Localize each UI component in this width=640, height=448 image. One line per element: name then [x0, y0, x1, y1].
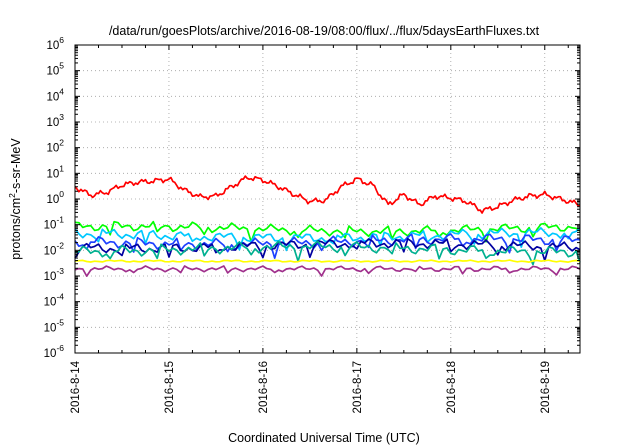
y-tick-label-base: 10 — [44, 271, 57, 283]
y-tick-label: 103 — [46, 112, 64, 129]
y-tick-label-exp: -3 — [56, 266, 64, 276]
x-tick-label: 2016-8-18 — [446, 361, 458, 413]
y-tick-label-exp: 0 — [59, 189, 64, 199]
y-tick-label-base: 10 — [46, 40, 59, 52]
y-tick-label-base: 10 — [44, 220, 57, 232]
y-tick-label: 10-3 — [44, 266, 65, 283]
y-tick-label-exp: -2 — [56, 240, 64, 250]
y-axis-title-post: -s-sr-MeV — [9, 138, 23, 194]
y-tick-label-base: 10 — [46, 117, 59, 129]
y-axis-title: protons/cm2-s-sr-MeV — [7, 138, 23, 260]
y-tick-label: 101 — [46, 163, 64, 180]
y-tick-label-exp: 5 — [59, 61, 64, 71]
y-tick-label-exp: 4 — [59, 86, 64, 96]
x-tick-label: 2016-8-15 — [164, 361, 176, 413]
y-tick-label: 104 — [46, 86, 64, 103]
y-tick-label-exp: -4 — [56, 292, 64, 302]
y-axis-title-sup: 2 — [7, 193, 17, 198]
series-line-2 — [74, 220, 581, 243]
y-tick-label-base: 10 — [46, 91, 59, 103]
series-line-1 — [74, 175, 581, 214]
y-tick-label: 10-6 — [44, 343, 65, 360]
y-tick-label-exp: -5 — [56, 317, 64, 327]
series-line-8 — [74, 265, 581, 277]
y-tick-label: 10-5 — [44, 317, 65, 334]
y-tick-label: 10-2 — [44, 240, 65, 257]
series-line-6 — [74, 240, 581, 266]
y-tick-label-base: 10 — [46, 168, 59, 180]
y-tick-label-base: 10 — [46, 66, 59, 78]
y-tick-label-exp: 3 — [59, 112, 64, 122]
y-tick-label-exp: -1 — [56, 215, 64, 225]
y-tick-label: 106 — [46, 35, 64, 52]
y-tick-label: 10-4 — [44, 292, 65, 309]
y-tick-label: 100 — [46, 189, 64, 206]
y-tick-label-base: 10 — [46, 194, 59, 206]
y-tick-label: 105 — [46, 61, 64, 78]
y-axis-title-pre: protons/cm — [9, 198, 23, 260]
y-tick-label-base: 10 — [44, 245, 57, 257]
x-tick-label: 2016-8-19 — [540, 361, 552, 413]
y-tick-label-exp: 1 — [59, 163, 64, 173]
series-line-7 — [74, 259, 581, 263]
chart-title: /data/run/goesPlots/archive/2016-08-19/0… — [109, 24, 540, 38]
y-tick-label: 102 — [46, 138, 64, 155]
series-layer — [74, 175, 581, 277]
y-tick-label-exp: -6 — [56, 343, 64, 353]
y-tick-label-base: 10 — [44, 297, 57, 309]
x-axis-title: Coordinated Universal Time (UTC) — [228, 431, 420, 445]
ticks: 10-610-510-410-310-210-11001011021031041… — [44, 35, 580, 413]
y-tick-label-exp: 2 — [59, 138, 64, 148]
y-tick-label-base: 10 — [44, 322, 57, 334]
x-tick-label: 2016-8-16 — [258, 361, 270, 413]
x-tick-label: 2016-8-17 — [352, 361, 364, 413]
y-tick-label-base: 10 — [46, 143, 59, 155]
y-tick-label-exp: 6 — [59, 35, 64, 45]
y-tick-label-base: 10 — [44, 348, 57, 360]
y-tick-label: 10-1 — [44, 215, 65, 232]
x-tick-label: 2016-8-14 — [70, 360, 82, 413]
